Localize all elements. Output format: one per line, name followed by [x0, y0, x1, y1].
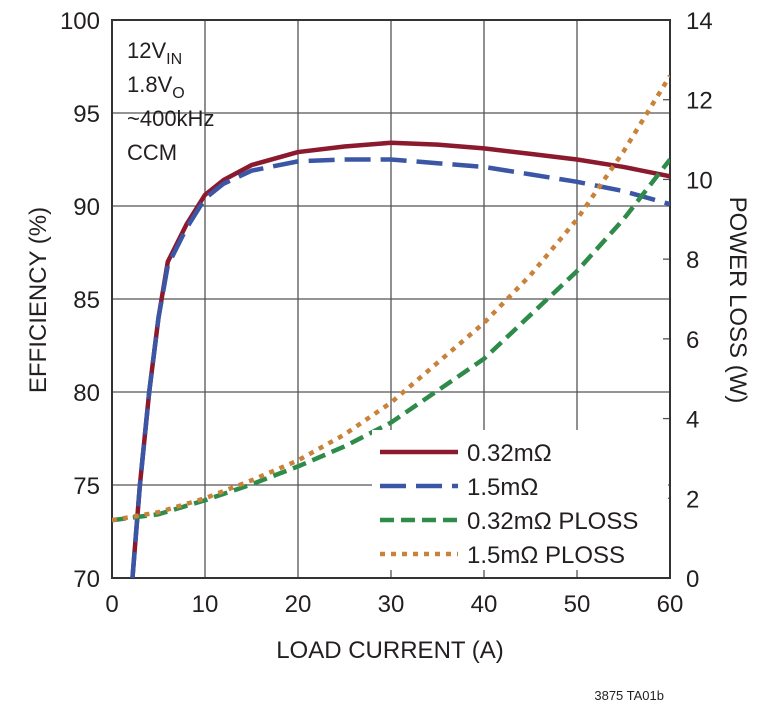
x-tick-label: 60	[657, 591, 684, 618]
y2-tick-label: 12	[686, 88, 713, 115]
footnote: 3875 TA01b	[594, 688, 664, 703]
svg-text:1.8VO: 1.8VO	[127, 72, 185, 102]
grid	[111, 19, 671, 579]
y-axis-label: EFFICIENCY (%)	[25, 207, 52, 393]
x-tick-label: 20	[285, 591, 312, 618]
x-tick-label: 30	[378, 591, 405, 618]
annotation: 12VIN 1.8VO ~400kHz CCM	[127, 38, 214, 165]
x-axis-label: LOAD CURRENT (A)	[276, 637, 504, 664]
annotation-mode: CCM	[127, 140, 177, 165]
annotation-vo: 1.8V	[127, 72, 173, 97]
annotation-vin: 12V	[127, 38, 166, 63]
y2-tick-label: 8	[686, 247, 699, 274]
annotation-vo-sub: O	[172, 85, 184, 102]
y2-tick-label: 10	[686, 167, 713, 194]
x-tick-label: 50	[564, 591, 591, 618]
y-tick-label: 70	[73, 566, 100, 593]
y-tick-label: 100	[60, 8, 100, 35]
y2-axis-label: POWER LOSS (W)	[724, 197, 751, 404]
y2-tick-label: 0	[686, 566, 699, 593]
legend-label: 1.5mΩ	[467, 474, 538, 501]
annotation-freq: ~400kHz	[127, 106, 214, 131]
y-tick-label: 90	[73, 194, 100, 221]
y-tick-label: 85	[73, 287, 100, 314]
y2-tick-label: 2	[686, 486, 699, 513]
y2-tick-label: 6	[686, 327, 699, 354]
x-tick-label: 0	[105, 591, 118, 618]
legend: 0.32mΩ 1.5mΩ 0.32mΩ PLOSS 1.5mΩ PLOSS	[372, 430, 668, 570]
y-tick-label: 80	[73, 380, 100, 407]
y2-tick-label: 4	[686, 407, 699, 434]
series-line-1	[130, 157, 670, 578]
plot-frame	[111, 19, 671, 579]
annotation-vin-sub: IN	[166, 51, 182, 68]
y-tick-label: 75	[73, 473, 100, 500]
legend-label: 1.5mΩ PLOSS	[467, 542, 625, 569]
x-tick-label: 40	[471, 591, 498, 618]
y-tick-label: 95	[73, 101, 100, 128]
legend-label: 0.32mΩ PLOSS	[467, 508, 638, 535]
series-line-2	[112, 158, 670, 523]
svg-text:12VIN: 12VIN	[127, 38, 182, 68]
y2-tick-label: 14	[686, 8, 713, 35]
series-lines	[112, 74, 670, 578]
x-tick-label: 10	[192, 591, 219, 618]
tick-labels: 0 10 20 30 40 50 60 70 75 80 85 90 95 100 0 2 4 6 8 10 12 14	[60, 8, 713, 618]
series-line-0	[130, 140, 670, 578]
legend-label: 0.32mΩ	[467, 440, 552, 467]
